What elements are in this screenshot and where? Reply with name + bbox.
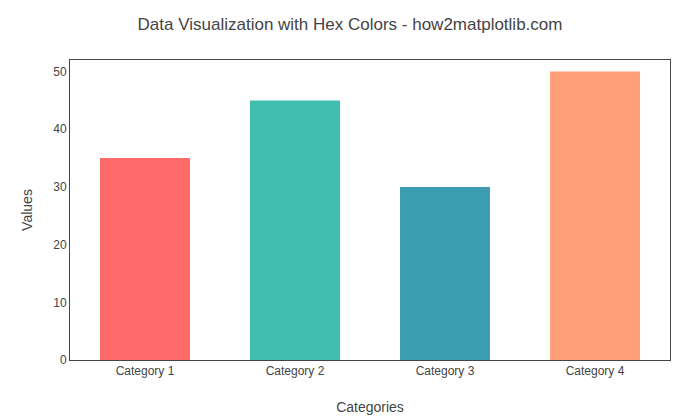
svg-text:Categories: Categories — [336, 399, 404, 415]
svg-text:Data Visualization with Hex Co: Data Visualization with Hex Colors - how… — [138, 15, 563, 34]
svg-text:Category 4: Category 4 — [566, 364, 625, 378]
svg-text:Category 2: Category 2 — [266, 364, 325, 378]
svg-text:40: 40 — [53, 122, 67, 136]
svg-text:0: 0 — [60, 353, 67, 367]
svg-text:10: 10 — [53, 296, 67, 310]
svg-text:Category 1: Category 1 — [116, 364, 175, 378]
svg-text:50: 50 — [53, 65, 67, 79]
svg-text:Values: Values — [19, 189, 35, 231]
svg-text:Category 3: Category 3 — [416, 364, 475, 378]
svg-text:20: 20 — [53, 238, 67, 252]
svg-text:30: 30 — [53, 180, 67, 194]
